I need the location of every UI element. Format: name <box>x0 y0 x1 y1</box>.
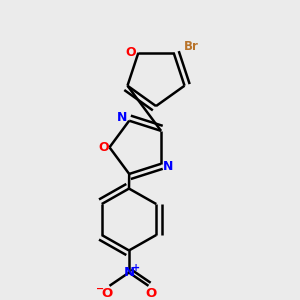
Text: N: N <box>116 111 127 124</box>
Text: O: O <box>101 287 112 300</box>
Text: +: + <box>131 263 140 273</box>
Text: N: N <box>123 266 135 279</box>
Text: O: O <box>98 141 109 154</box>
Text: N: N <box>164 160 174 173</box>
Text: O: O <box>126 46 136 59</box>
Text: O: O <box>146 287 157 300</box>
Text: −: − <box>96 284 105 294</box>
Text: Br: Br <box>184 40 199 53</box>
